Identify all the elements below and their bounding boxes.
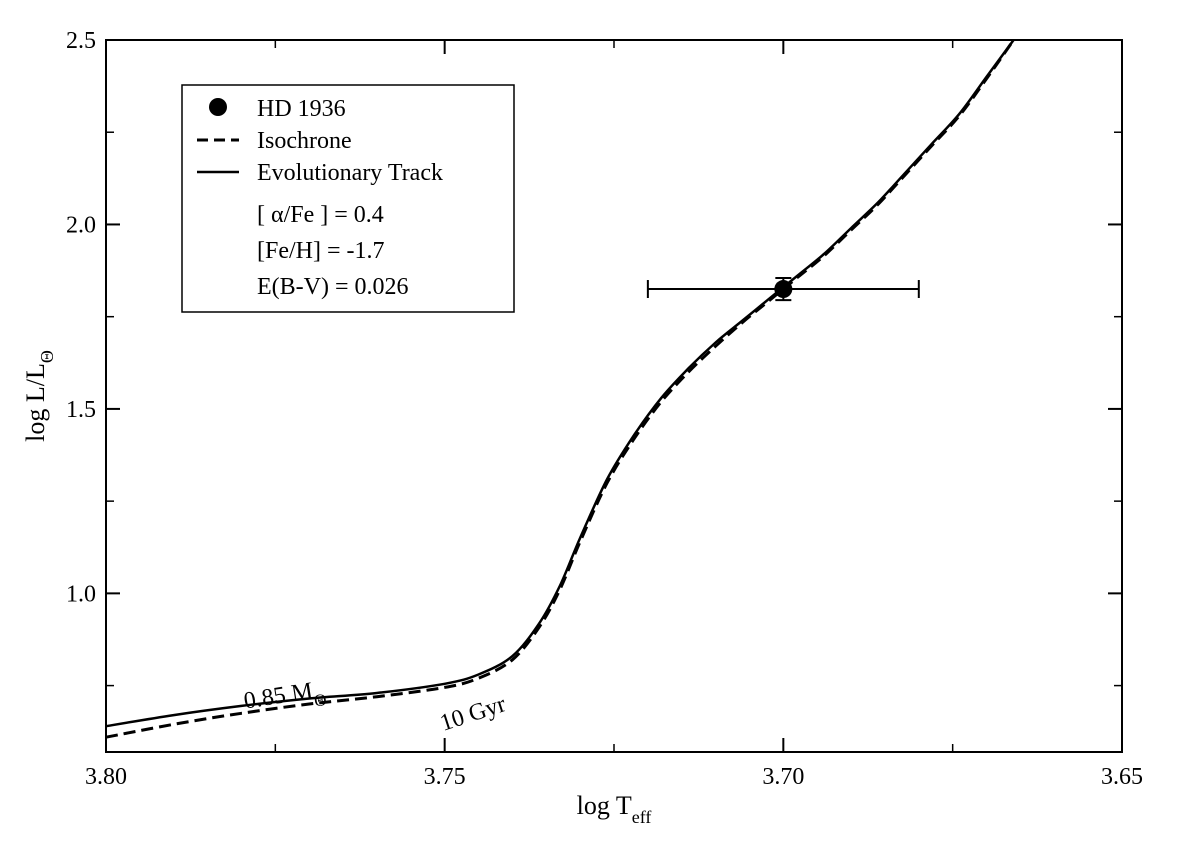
y-axis-label-main: log L/L	[21, 363, 50, 442]
legend-param-alpha-fe: [ α/Fe ] = 0.4	[257, 202, 384, 228]
y-axis-label-sub: Θ	[37, 350, 57, 363]
y-tick-label: 2.5	[66, 28, 96, 54]
age-annotation: 10 Gyr	[437, 691, 509, 737]
x-axis-ticks: 3.80 3.75 3.70 3.65	[85, 40, 1143, 790]
legend-param-fe-h: [Fe/H] = -1.7	[257, 238, 385, 264]
y-axis-ticks: 1.0 1.5 2.0 2.5	[66, 28, 1122, 687]
x-tick-label: 3.70	[762, 764, 804, 790]
x-tick-label: 3.80	[85, 764, 127, 790]
legend-box	[181, 84, 515, 313]
mass-annotation: 0.85 MΘ	[242, 676, 328, 721]
x-axis-label: log Teff	[577, 791, 652, 827]
legend-label-track: Evolutionary Track	[257, 160, 443, 186]
y-tick-label: 2.0	[66, 212, 96, 238]
series-layer	[105, 39, 1015, 739]
legend: HD 1936 Isochrone Evolutionary Track [ α…	[181, 84, 515, 313]
x-tick-label: 3.75	[424, 764, 466, 790]
isochrone-line	[105, 39, 1015, 739]
y-tick-label: 1.5	[66, 397, 96, 423]
annotations-layer: 0.85 MΘ 10 Gyr	[242, 676, 509, 737]
y-tick-label: 1.0	[66, 581, 96, 607]
hd1936-data-point	[774, 280, 793, 299]
y-axis-label: log L/LΘ	[21, 350, 57, 442]
legend-param-ebv: E(B-V) = 0.026	[257, 274, 409, 300]
x-axis-label-sub: eff	[632, 807, 652, 827]
x-axis-label-main: log T	[577, 791, 632, 820]
points-layer	[646, 276, 920, 302]
legend-label-hd1936: HD 1936	[257, 96, 346, 122]
legend-marker-hd1936	[209, 98, 227, 116]
legend-label-isochrone: Isochrone	[257, 128, 352, 154]
x-tick-label: 3.65	[1101, 764, 1143, 790]
